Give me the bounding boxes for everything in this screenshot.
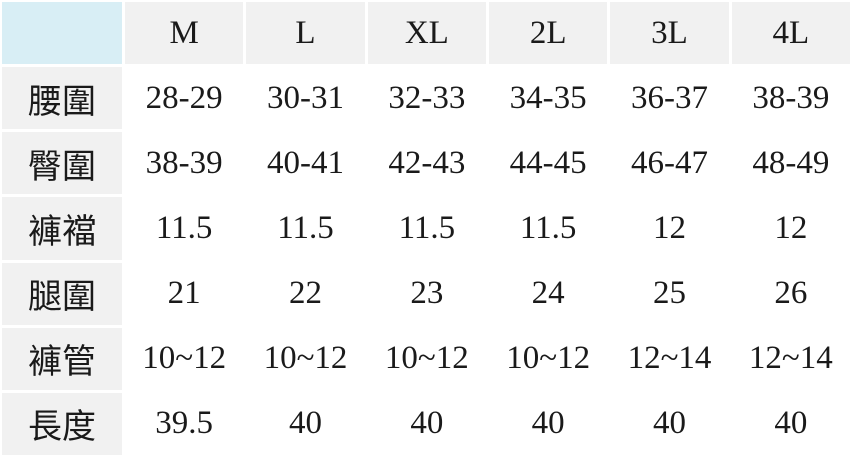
data-cell: 32-33: [367, 67, 486, 130]
data-cell: 40: [731, 392, 850, 455]
data-cell: 26: [731, 262, 850, 325]
column-header: XL: [367, 2, 486, 65]
data-cell: 11.5: [489, 197, 608, 260]
row-header: 腿圍: [2, 262, 122, 325]
data-cell: 30-31: [246, 67, 365, 130]
data-cell: 10~12: [246, 327, 365, 390]
data-cell: 36-37: [610, 67, 729, 130]
data-cell: 42-43: [367, 132, 486, 195]
data-cell: 12~14: [610, 327, 729, 390]
data-cell: 22: [246, 262, 365, 325]
data-cell: 23: [367, 262, 486, 325]
data-cell: 44-45: [489, 132, 608, 195]
data-cell: 12: [731, 197, 850, 260]
data-cell: 40: [489, 392, 608, 455]
data-cell: 21: [125, 262, 244, 325]
data-cell: 12: [610, 197, 729, 260]
row-header: 腰圍: [2, 67, 122, 130]
row-header: 褲管: [2, 327, 122, 390]
column-header: 2L: [489, 2, 608, 65]
data-cell: 10~12: [367, 327, 486, 390]
data-cell: 10~12: [489, 327, 608, 390]
data-cell: 24: [489, 262, 608, 325]
row-header: 褲襠: [2, 197, 122, 260]
data-cell: 11.5: [125, 197, 244, 260]
data-cell: 38-39: [125, 132, 244, 195]
row-header: 長度: [2, 392, 122, 455]
data-cell: 40: [367, 392, 486, 455]
data-cell: 48-49: [731, 132, 850, 195]
column-header: M: [125, 2, 244, 65]
data-cell: 34-35: [489, 67, 608, 130]
column-header: 4L: [731, 2, 850, 65]
column-header: L: [246, 2, 365, 65]
data-cell: 40: [610, 392, 729, 455]
data-cell: 11.5: [367, 197, 486, 260]
data-cell: 11.5: [246, 197, 365, 260]
data-cell: 38-39: [731, 67, 850, 130]
row-header: 臀圍: [2, 132, 122, 195]
corner-cell: [2, 2, 122, 65]
data-cell: 10~12: [125, 327, 244, 390]
data-cell: 40: [246, 392, 365, 455]
data-cell: 25: [610, 262, 729, 325]
column-header: 3L: [610, 2, 729, 65]
data-cell: 46-47: [610, 132, 729, 195]
data-cell: 12~14: [731, 327, 850, 390]
data-cell: 28-29: [125, 67, 244, 130]
data-cell: 40-41: [246, 132, 365, 195]
data-cell: 39.5: [125, 392, 244, 455]
